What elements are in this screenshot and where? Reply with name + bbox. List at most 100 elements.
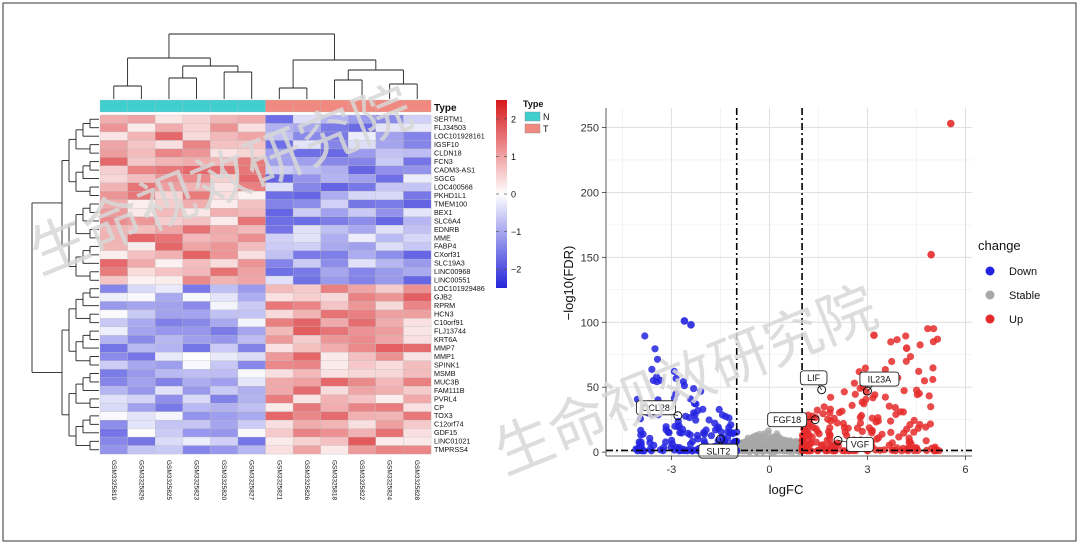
point-down [660, 443, 668, 452]
type-legend-label-t: T [543, 124, 549, 134]
heatmap-cell [292, 309, 321, 319]
sample-label: GSM3325826 [303, 460, 310, 500]
gene-label: CXorf31 [434, 250, 460, 259]
heatmap-cell [348, 241, 377, 251]
point-down [700, 437, 708, 445]
point-up [925, 392, 933, 400]
gene-label: MSMB [434, 369, 456, 378]
heatmap-cell [320, 335, 349, 345]
point-up [930, 325, 938, 333]
gene-label: MMP1 [434, 352, 455, 361]
heatmap-cell [348, 318, 377, 328]
heatmap-cell [127, 352, 156, 362]
point-up [881, 393, 890, 401]
heatmap-cell [320, 216, 349, 226]
point-stable [785, 437, 792, 445]
point-up [840, 388, 848, 396]
x-tick-label: -3 [666, 464, 676, 476]
heatmap-cell [237, 360, 266, 370]
heatmap-cell [403, 343, 432, 353]
heatmap-cell [320, 309, 349, 319]
heatmap-cell [127, 157, 156, 167]
heatmap-cell [99, 394, 128, 404]
heatmap-cell [403, 360, 432, 370]
callout-box [698, 443, 739, 459]
heatmap-cell [375, 402, 404, 412]
point-up [916, 420, 924, 429]
heatmap-cell [210, 402, 239, 412]
heatmap-cell [348, 292, 377, 302]
point-down [687, 321, 695, 329]
change-legend: change Down Stable Up [978, 238, 1040, 326]
callout-point-ring [673, 411, 683, 421]
colorbar-tick-label: −1 [511, 227, 521, 237]
heatmap-cell [348, 191, 377, 200]
point-up [885, 402, 893, 410]
point-down [692, 416, 700, 424]
y-tick-label: 250 [581, 122, 599, 134]
heatmap-cell [375, 318, 404, 328]
heatmap-cell [155, 335, 183, 345]
point-up [916, 341, 924, 349]
heatmap-cell [265, 394, 294, 404]
heatmap-cell [182, 369, 211, 378]
heatmap-cell [182, 114, 211, 124]
heatmap-cell [348, 402, 377, 412]
heatmap-cell [210, 352, 239, 362]
annotation-cell [127, 99, 156, 113]
point-up [819, 410, 827, 418]
heatmap-cell [237, 394, 266, 404]
heatmap-cell [348, 258, 377, 268]
legend-label-down: Down [1009, 266, 1037, 278]
heatmap-cell [237, 241, 266, 251]
heatmap-cell [210, 445, 239, 455]
heatmap-cell [237, 428, 266, 438]
heatmap-cell [375, 284, 404, 294]
legend-marker-up [985, 314, 995, 324]
gene-label: MUC3B [434, 377, 459, 386]
gene-label: IGSF10 [434, 140, 459, 149]
heatmap-cell [375, 377, 404, 387]
heatmap-cell [99, 157, 128, 167]
point-up [915, 367, 923, 375]
heatmap-cell [155, 326, 183, 336]
heatmap-cell [182, 386, 211, 395]
heatmap-cell [320, 225, 349, 234]
heatmap-cell [210, 114, 239, 124]
heatmap-cell [127, 309, 156, 319]
point-up [887, 428, 895, 436]
heatmap-cell [155, 114, 183, 124]
gene-label: LOC400568 [434, 182, 473, 191]
gene-label: LINC00551 [434, 276, 470, 285]
point-up [900, 387, 908, 395]
heatmap-cell [155, 352, 183, 362]
point-down [637, 438, 645, 446]
heatmap-cell [182, 301, 211, 311]
callout-label: FGF18 [773, 415, 801, 425]
gene-labels: SERTM1FLJ34503LOC101928161IGSF10CLDN18FC… [434, 115, 485, 455]
heatmap-cell [99, 309, 128, 319]
point-up [848, 401, 856, 409]
heatmap-cell [182, 343, 211, 353]
heatmap-cell [375, 343, 404, 353]
heatmap-cell [375, 292, 404, 302]
heatmap-cell [265, 360, 294, 370]
point-up [906, 421, 914, 429]
point-down [690, 385, 698, 393]
heatmap-cell [127, 275, 156, 285]
heatmap-cell [127, 292, 156, 302]
point-down [686, 440, 695, 448]
heatmap-cell [210, 360, 239, 370]
point-down [711, 419, 719, 427]
heatmap-cell [127, 360, 156, 370]
heatmap-cell [99, 165, 128, 175]
heatmap-cell [348, 165, 377, 175]
callout-label: CCL28 [642, 403, 670, 413]
heatmap-cell [155, 131, 183, 141]
heatmap-cell [237, 301, 266, 311]
heatmap-cell [182, 284, 211, 294]
heatmap-cell [348, 428, 377, 438]
point-down [679, 425, 687, 433]
point-up [870, 331, 878, 340]
heatmap-cell [265, 309, 294, 319]
